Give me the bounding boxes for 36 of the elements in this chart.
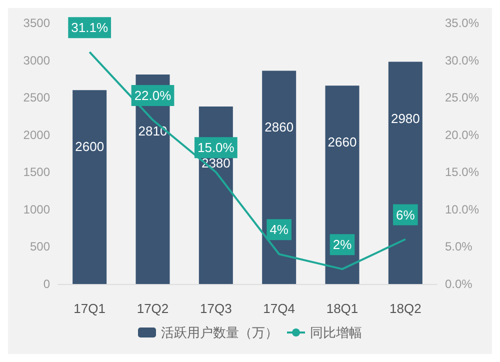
data-label: 2810	[138, 123, 168, 138]
y-tick-label: 3500	[23, 16, 50, 30]
data-label: 2860	[264, 120, 294, 135]
x-tick-label: 17Q3	[200, 301, 232, 316]
data-label: 6%	[396, 207, 416, 222]
data-label: 2660	[328, 134, 357, 150]
y2-tick-label: 25.0%	[445, 90, 480, 105]
x-tick-label: 17Q2	[136, 301, 169, 316]
y-tick-label: 2500	[23, 90, 50, 105]
data-label: 2980	[390, 110, 420, 126]
y2-tick-label: 35.0%	[445, 16, 480, 30]
x-tick-label: 18Q1	[326, 301, 358, 316]
y2-tick-label: 5.0%	[445, 240, 473, 254]
data-label: 2%	[332, 237, 352, 252]
y-tick-label: 2000	[23, 128, 50, 142]
x-tick-label: 17Q1	[74, 301, 106, 316]
x-tick-label: 17Q4	[263, 301, 295, 316]
data-label: 2600	[75, 139, 104, 154]
y2-tick-label: 30.0%	[445, 53, 480, 68]
legend-label: 同比增幅	[310, 325, 362, 340]
y-tick-label: 500	[30, 240, 50, 254]
y2-tick-label: 10.0%	[445, 202, 480, 216]
data-label: 31.1%	[71, 20, 108, 36]
data-label: 22.0%	[134, 88, 172, 103]
y-tick-label: 3000	[23, 53, 50, 68]
y-tick-label: 1000	[23, 202, 50, 216]
data-label: 15.0%	[197, 140, 235, 156]
y-tick-label: 0	[43, 277, 50, 291]
y-tick-label: 1500	[23, 165, 50, 180]
y2-tick-label: 20.0%	[445, 128, 480, 142]
y2-tick-label: 15.0%	[445, 165, 480, 180]
legend-label: 活跃用户数量（万）	[161, 325, 278, 340]
data-label: 2380	[201, 156, 230, 171]
data-label: 4%	[270, 222, 289, 238]
x-tick-label: 18Q2	[390, 301, 422, 316]
y2-tick-label: 0.0%	[445, 277, 473, 291]
